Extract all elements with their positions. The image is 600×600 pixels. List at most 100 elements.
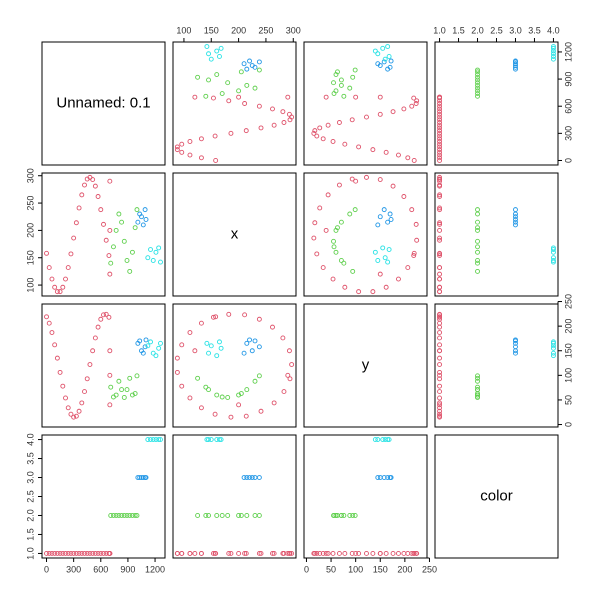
point [356,144,362,150]
point [54,289,60,295]
point [437,101,443,106]
point [550,44,556,49]
point [249,63,255,68]
point [198,320,204,326]
point [198,136,204,142]
point [411,250,417,256]
point [550,56,556,62]
point [356,289,362,295]
point [71,550,77,556]
point [285,550,291,556]
point [413,101,419,106]
point [148,339,153,345]
point [82,389,87,395]
point [236,550,242,556]
point [311,235,317,241]
point [475,392,480,398]
point [113,227,119,233]
point [382,56,388,62]
point [236,88,242,94]
point [437,183,443,189]
point [475,387,480,393]
point [331,238,336,244]
point [372,437,378,443]
point [198,405,204,411]
point [247,475,252,480]
point [217,54,222,59]
point [256,513,262,518]
point [377,177,383,183]
point [198,550,204,556]
point [437,289,443,295]
point [437,330,443,335]
x-tick-label: 200 [231,25,246,35]
point [314,133,320,139]
point [437,178,443,184]
point [437,94,443,100]
point [98,316,104,322]
point [550,249,556,255]
point [414,237,420,243]
x-tick-label: 0 [44,564,49,574]
point [127,513,133,518]
point [127,268,133,274]
point [101,221,106,227]
point [244,66,250,72]
panel-frame [303,41,428,166]
point [349,117,355,123]
point [280,550,286,556]
point [226,550,232,556]
point [98,207,104,213]
point [226,98,232,104]
point [256,373,262,379]
variable-label: color [480,487,513,504]
point [135,219,141,225]
point [437,141,443,147]
point [134,207,140,213]
point [187,330,193,335]
x-tick-label: 1200 [145,564,165,574]
point [212,550,218,556]
point [119,513,125,518]
point [437,125,443,131]
y-tick-label: 3.5 [25,452,35,465]
x-tick-label: 2.0 [471,25,484,35]
point [513,350,518,356]
point [214,392,220,398]
point [437,205,443,211]
point [475,249,480,255]
point [437,284,443,290]
point [281,389,287,395]
x-tick-label: 200 [397,564,412,574]
y-tick-label: 4.0 [25,433,35,446]
point [388,217,394,222]
point [225,395,231,400]
point [475,82,480,88]
point [437,265,443,271]
panel-frame [172,303,297,428]
point [437,383,443,389]
point [60,284,66,290]
point [213,158,219,163]
point [338,258,344,263]
x-tick-label: 300 [66,564,81,574]
point [312,128,318,134]
x-tick-label: 150 [373,564,388,574]
point [437,149,443,155]
point [107,550,113,556]
point [214,513,220,518]
point [73,413,79,419]
point [437,120,443,125]
point [101,312,106,318]
y-tick-label: 250 [25,196,35,211]
point [179,141,185,147]
point [148,247,153,252]
point [437,192,443,198]
point [211,95,216,101]
point [330,139,336,144]
point [142,207,148,213]
point [513,207,518,213]
point [256,67,262,73]
point [353,550,359,556]
x-tick-label: 2.5 [490,25,503,35]
